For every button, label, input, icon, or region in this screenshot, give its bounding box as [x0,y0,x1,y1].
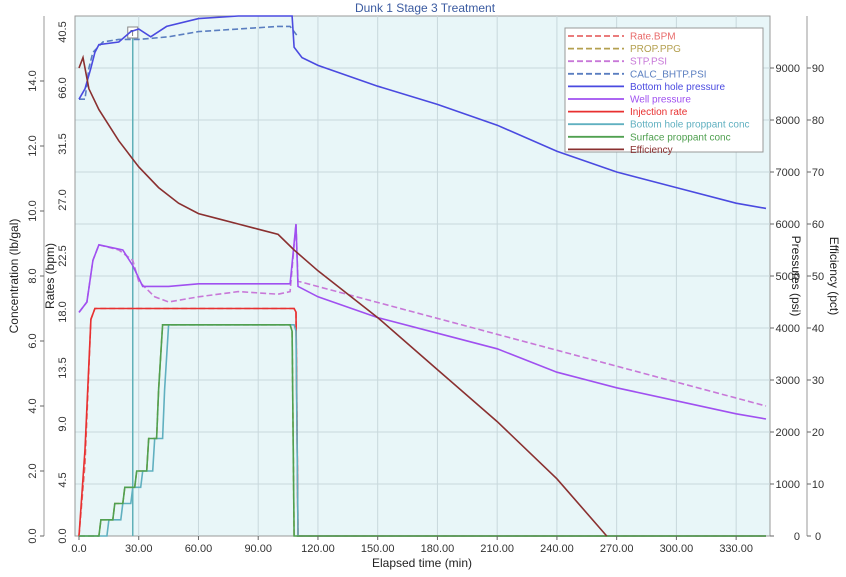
rates-tick-label: 0.0 [57,528,69,543]
concentration-axis-label: Concentration (lb/gal) [7,219,21,334]
concentration-tick-label: 6.0 [27,333,39,348]
rates-tick-label: 66.0 [57,77,69,98]
efficiency-tick-label: 0 [815,531,821,543]
efficiency-tick-label: 70 [812,167,824,179]
series-line-calc-bhtp-psi [79,25,299,100]
rates-tick-label: 9.0 [57,416,69,431]
x-tick-label: 270.00 [600,543,634,555]
concentration-tick-label: 4.0 [27,398,39,413]
series-line-bottom-hole-proppant-conc [79,324,766,537]
pressure-tick-label: 3000 [776,375,800,387]
efficiency-tick-label: 40 [812,323,824,335]
legend-label: PROP.PPG [630,44,681,55]
axis-layer: 0.0 30.00 60.00 90.00 120.00 150.00 180.00 210.… [27,16,824,555]
rates-tick-label: 18.0 [57,301,69,322]
concentration-tick-label: 2.0 [27,463,39,478]
series-line-well-pressure [78,223,767,420]
concentration-tick-label: 8.0 [27,268,39,283]
concentration-tick-label: 12.0 [27,135,39,156]
x-tick-label: 60.00 [185,543,213,555]
pressure-tick-label: 4000 [776,323,800,335]
pressure-tick-label: 6000 [776,219,800,231]
legend-label: Surface proppant conc [630,132,731,143]
efficiency-tick-label: 20 [812,427,824,439]
legend-label: Rate.BPM [630,32,676,43]
concentration-tick-label: 10.0 [27,200,39,221]
x-tick-label: 90.00 [244,543,272,555]
efficiency-axis-label: Efficiency (pct) [827,237,841,315]
x-tick-label: 120.00 [301,543,335,555]
pressure-tick-label: 2000 [776,427,800,439]
efficiency-tick-label: 50 [812,271,824,283]
x-tick-label: 0.0 [71,543,86,555]
series-layer: T [78,15,767,537]
rates-axis-label: Rates (bpm) [43,243,57,309]
efficiency-tick-label: 90 [812,63,824,75]
rates-tick-label: 4.5 [57,472,69,487]
x-tick-label: 210.00 [480,543,514,555]
concentration-tick-label: 0.0 [27,528,39,543]
marker-label: T [130,29,135,38]
pressure-tick-label: 5000 [776,271,800,283]
rates-tick-label: 40.5 [57,21,69,42]
series-line-bottom-hole-pressure [78,15,767,210]
pressure-tick-label: 7000 [776,167,800,179]
efficiency-tick-label: 60 [812,219,824,231]
x-tick-label: 180.00 [421,543,455,555]
x-tick-label: 240.00 [540,543,574,555]
series-line-surface-proppant-conc [79,324,766,537]
legend-label: Bottom hole proppant conc [630,120,750,131]
pressure-tick-label: 9000 [776,63,800,75]
pressure-tick-label: 1000 [776,479,800,491]
rates-tick-label: 22.5 [57,245,69,266]
marker-box [127,26,139,39]
legend-label: CALC_BHTP.PSI [630,69,707,80]
chart-title: Dunk 1 Stage 3 Treatment [355,1,496,15]
efficiency-tick-label: 80 [812,115,824,127]
pressure-tick-label: 8000 [776,115,800,127]
series-line-efficiency [78,54,608,537]
x-tick-label: 150.00 [361,543,395,555]
efficiency-tick-label: 30 [812,375,824,387]
pressure-tick-label: 0 [794,531,800,543]
pressures-axis-label: Pressures (psi) [789,236,803,317]
rates-tick-label: 27.0 [57,189,69,210]
x-tick-label: 330.00 [719,543,753,555]
efficiency-tick-label: 10 [812,479,824,491]
legend-label: Efficiency [630,145,673,156]
rates-tick-label: 13.5 [57,357,69,378]
x-tick-label: 300.00 [660,543,694,555]
rates-tick-label: 31.5 [57,133,69,154]
legend-label: Bottom hole pressure [630,82,725,93]
concentration-tick-label: 14.0 [27,70,39,91]
x-tick-label: 30.00 [125,543,153,555]
legend-label: Injection rate [630,107,688,118]
legend-label: Well pressure [630,95,691,106]
legend-label: STP.PSI [630,57,667,68]
x-axis-label: Elapsed time (min) [372,556,472,570]
